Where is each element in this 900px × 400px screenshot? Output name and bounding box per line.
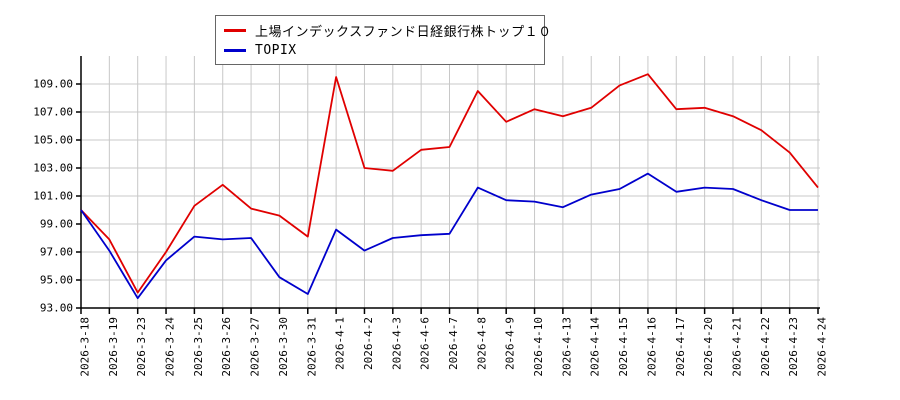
x-axis-tick-label: 2026-4-17 [674, 317, 687, 377]
y-axis-tick-label: 101.00 [33, 190, 73, 203]
fund-series-swatch-icon [224, 28, 246, 32]
topix-series-line [80, 172, 818, 300]
x-axis-tick-label: 2026-4-3 [390, 317, 403, 370]
x-axis-tick-label: 2026-3-24 [164, 317, 177, 377]
x-axis-tick-label: 2026-4-6 [419, 317, 432, 370]
x-axis-tick-label: 2026-4-7 [447, 317, 460, 370]
y-axis-tick-label: 99.00 [40, 218, 73, 231]
x-axis-tick-label: 2026-3-31 [305, 317, 318, 377]
x-axis-tick-label: 2026-3-30 [277, 317, 290, 377]
fund-series-label: 上場インデックスファンド日経銀行株トップ１０ [255, 24, 552, 40]
y-axis-tick-label: 107.00 [33, 106, 73, 119]
x-axis-tick-label: 2026-4-15 [617, 317, 630, 377]
x-axis-tick-label: 2026-3-18 [79, 317, 92, 377]
y-axis-tick-label: 103.00 [33, 162, 73, 175]
legend-item-fund: 上場インデックスファンド日経銀行株トップ１０ [224, 20, 551, 40]
y-axis-tick-label: 93.00 [40, 302, 73, 315]
x-axis-tick-label: 2026-4-1 [334, 317, 347, 370]
legend: 上場インデックスファンド日経銀行株トップ１０ TOPIX [215, 15, 551, 65]
x-axis-tick-label: 2026-4-23 [787, 317, 800, 377]
x-axis-tick-label: 2026-4-10 [532, 317, 545, 377]
x-axis-tick-label: 2026-3-19 [107, 317, 120, 377]
x-axis-tick-label: 2026-4-14 [589, 317, 602, 377]
x-axis-tick-label: 2026-4-22 [759, 317, 772, 377]
x-axis-tick-label: 2026-4-20 [702, 317, 715, 377]
y-axis-tick-label: 97.00 [40, 246, 73, 259]
x-axis-tick-label: 2026-3-27 [249, 317, 262, 377]
y-axis-tick-label: 105.00 [33, 134, 73, 147]
x-axis-tick-label: 2026-4-24 [816, 317, 829, 377]
x-axis-tick-label: 2026-4-13 [560, 317, 573, 377]
x-axis-tick-label: 2026-3-25 [192, 317, 205, 377]
x-axis-tick-label: 2026-3-26 [220, 317, 233, 377]
y-axis-tick-label: 95.00 [40, 274, 73, 287]
x-axis-tick-label: 2026-4-9 [504, 317, 517, 370]
legend-item-topix: TOPIX [224, 40, 536, 60]
fund-series-line [80, 73, 819, 294]
x-axis-tick-label: 2026-4-8 [475, 317, 488, 370]
topix-series-label: TOPIX [255, 42, 297, 58]
y-axis-tick-label: 109.00 [33, 78, 73, 91]
x-axis-tick-label: 2026-4-21 [730, 317, 743, 377]
x-axis-tick-label: 2026-3-23 [135, 317, 148, 377]
topix-series-swatch-icon [224, 48, 246, 52]
x-axis-tick-label: 2026-4-2 [362, 317, 375, 370]
x-axis-tick-label: 2026-4-16 [645, 317, 658, 377]
